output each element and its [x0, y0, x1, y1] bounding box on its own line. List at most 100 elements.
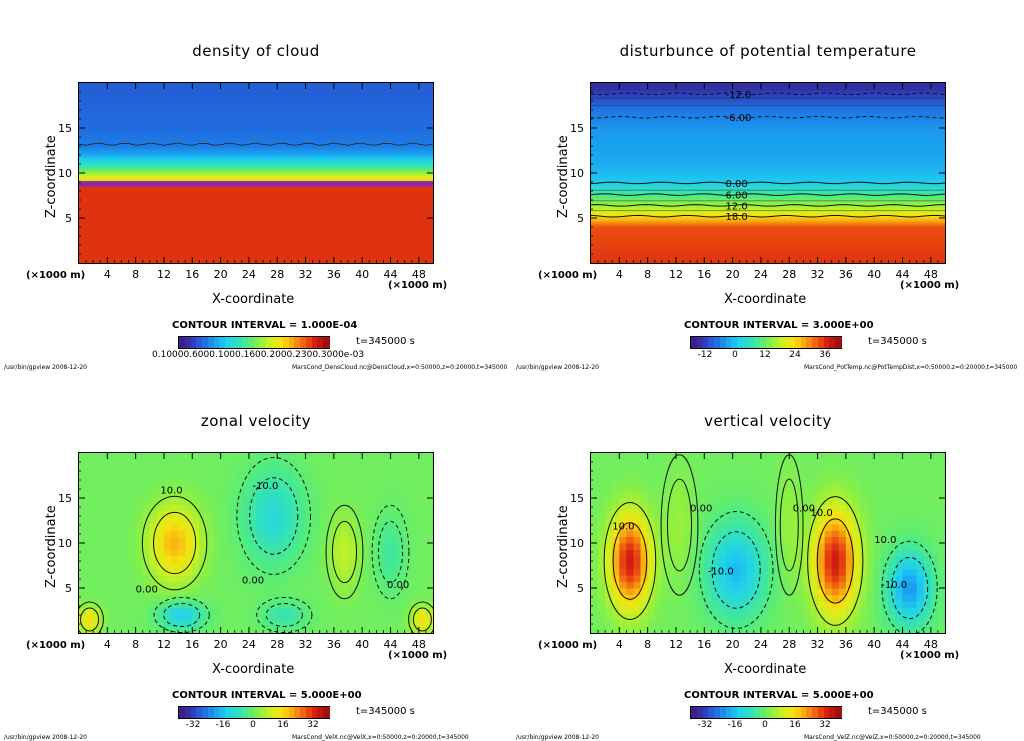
field-cell: [810, 588, 819, 596]
field-cell: [114, 626, 123, 633]
field-cell: [199, 575, 208, 583]
field-cell: [107, 568, 115, 576]
field-cell: [626, 594, 635, 602]
field-cell: [860, 504, 868, 512]
field-cell: [760, 523, 769, 531]
field-cell: [319, 626, 328, 633]
field-cell: [860, 581, 868, 589]
field-cell: [845, 504, 854, 512]
colorbar-swatch: [184, 707, 192, 718]
x-unit-left: (×1000 m): [26, 640, 86, 651]
field-cell: [916, 581, 925, 589]
field-cell: [156, 478, 165, 486]
field-cell: [881, 478, 889, 486]
field-cell: [326, 472, 335, 480]
field-cell: [626, 517, 635, 525]
field-cell: [732, 594, 741, 602]
field-cell: [668, 523, 677, 531]
field-cell: [418, 465, 427, 473]
field-cell: [937, 517, 945, 525]
field-cell: [135, 620, 144, 628]
field-cell: [256, 581, 264, 589]
field-cell: [838, 485, 847, 493]
field-cell: [768, 600, 776, 608]
contour-line: [265, 603, 303, 627]
field-cell: [241, 485, 250, 493]
field-cell: [683, 517, 691, 525]
field-cell: [675, 530, 684, 538]
field-cell: [256, 568, 264, 576]
field-cell: [163, 523, 172, 531]
field-cell: [789, 613, 797, 621]
field-cell: [135, 472, 144, 480]
field-cell: [227, 555, 236, 563]
field-cell: [683, 491, 691, 499]
field-cell: [937, 523, 945, 531]
field-cell: [256, 575, 264, 583]
field-cell: [291, 478, 300, 486]
field-cell: [263, 607, 271, 615]
field-cell: [340, 549, 349, 557]
field-cell: [107, 491, 115, 499]
field-cell: [817, 568, 826, 576]
field-cell: [418, 536, 427, 544]
field-cell: [291, 523, 300, 531]
field-cell: [704, 549, 712, 557]
field-cell: [937, 600, 945, 608]
field-cell: [626, 523, 635, 531]
density-band: [79, 163, 433, 165]
field-cell: [213, 517, 222, 525]
field-cell: [867, 613, 875, 621]
field-cell: [881, 472, 889, 480]
colorbar-tick-label: -32: [185, 720, 201, 730]
field-cell: [305, 485, 314, 493]
field-cell: [397, 459, 406, 467]
field-cell: [860, 600, 868, 608]
field-cell: [619, 594, 627, 602]
temp-band: [591, 237, 945, 240]
temp-band: [591, 243, 945, 246]
field-cell: [824, 523, 833, 531]
field-cell: [312, 549, 321, 557]
field-cell: [234, 562, 243, 570]
field-cell: [711, 562, 720, 570]
field-cell: [348, 485, 356, 493]
field-cell: [845, 465, 854, 473]
x-tick-label: 44: [896, 268, 910, 281]
footer-left: /usr/bin/gpview 2008-12-20: [516, 364, 599, 371]
colorbar-swatch: [777, 337, 784, 348]
field-cell: [114, 543, 123, 551]
x-unit-right: (×1000 m): [900, 280, 960, 291]
footer-right: MarsCond_DensCloud.nc@DensCloud,x=0:5000…: [292, 364, 508, 371]
field-cell: [803, 626, 812, 633]
field-cell: [683, 453, 691, 461]
field-cell: [404, 453, 413, 461]
field-cell: [135, 607, 144, 615]
field-cell: [248, 491, 257, 499]
field-cell: [284, 626, 292, 633]
y-tick-label: 10: [570, 167, 584, 180]
field-cell: [923, 543, 932, 551]
field-cell: [128, 588, 137, 596]
field-cell: [647, 543, 656, 551]
field-cell: [598, 600, 606, 608]
colorbar-swatch: [766, 337, 773, 348]
colorbar-swatch: [207, 337, 215, 348]
field-cell: [753, 543, 762, 551]
temp-band: [591, 193, 945, 196]
field-cell: [803, 523, 812, 531]
field-cell: [270, 562, 278, 570]
colorbar-swatch: [806, 707, 813, 718]
field-cell: [298, 465, 307, 473]
x-tick-label: 28: [270, 638, 284, 651]
field-cell: [796, 485, 804, 493]
field-cell: [114, 536, 123, 544]
field-cell: [612, 504, 620, 512]
field-cell: [305, 465, 314, 473]
field-cell: [206, 568, 215, 576]
field-cell: [902, 549, 911, 557]
field-cell: [248, 478, 257, 486]
density-band: [79, 152, 433, 154]
field-cell: [291, 465, 300, 473]
field-cell: [192, 485, 200, 493]
